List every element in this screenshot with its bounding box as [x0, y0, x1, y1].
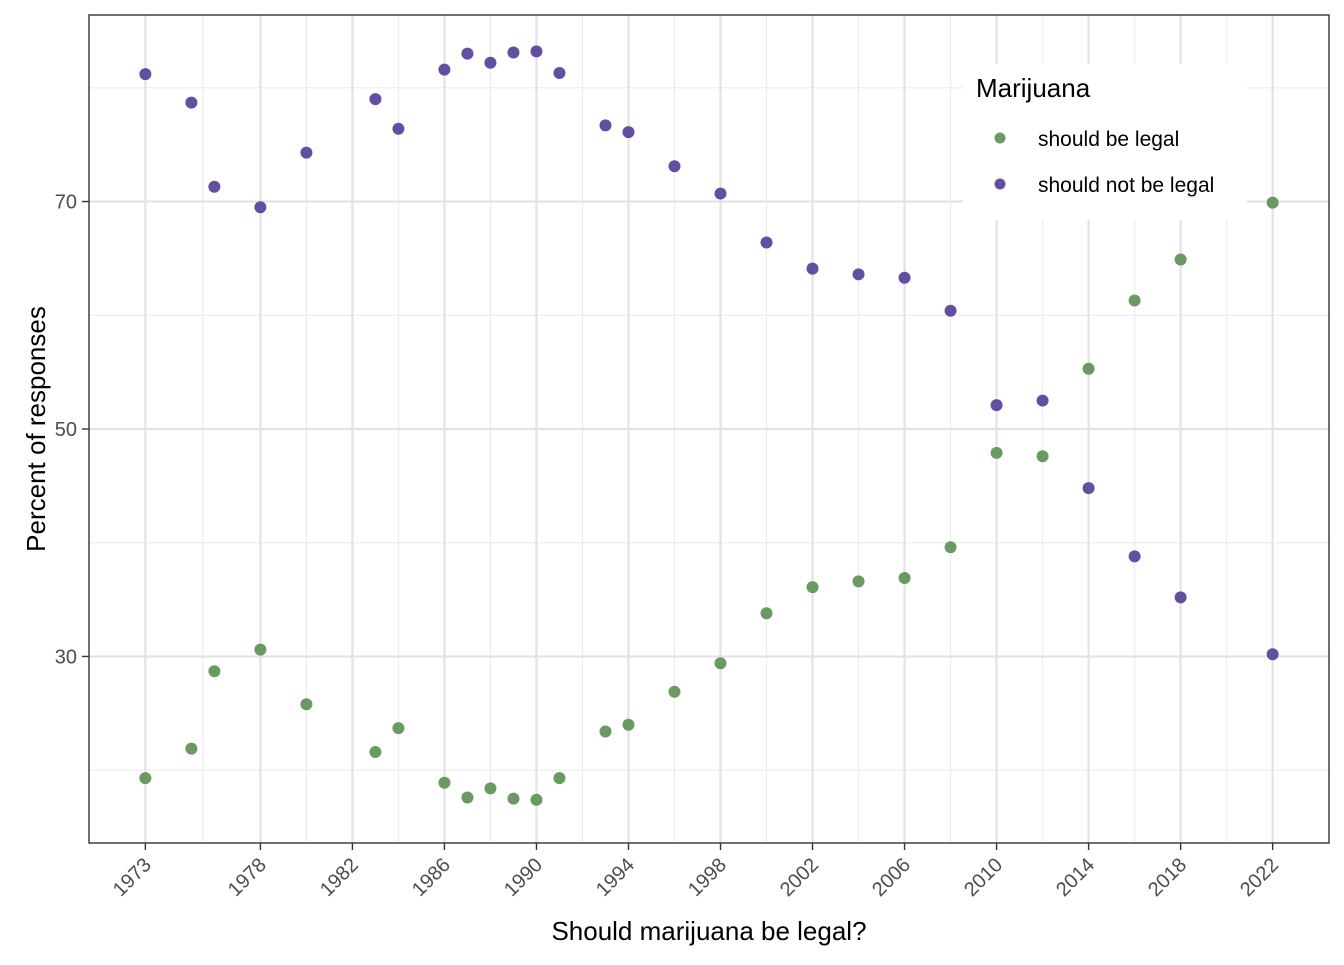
legal-point	[1036, 450, 1049, 463]
not-legal-point	[1082, 482, 1095, 495]
not-legal-point	[208, 180, 221, 193]
not-legal-point	[599, 119, 612, 132]
legal-point	[599, 725, 612, 738]
legend-background	[963, 64, 1247, 220]
not-legal-point	[668, 160, 681, 173]
legal-point	[944, 541, 957, 554]
legal-point	[208, 665, 221, 678]
not-legal-point	[1174, 591, 1187, 604]
legal-point	[668, 685, 681, 698]
legal-point	[806, 581, 819, 594]
legal-point	[438, 776, 451, 789]
legal-point	[139, 772, 152, 785]
legal-point	[553, 772, 566, 785]
not-legal-point	[553, 67, 566, 80]
legal-point	[898, 571, 911, 584]
legal-point	[392, 722, 405, 735]
not-legal-point	[392, 122, 405, 135]
not-legal-point	[254, 201, 267, 214]
not-legal-point	[760, 236, 773, 249]
not-legal-point	[461, 47, 474, 60]
x-axis-title: Should marijuana be legal?	[551, 916, 866, 946]
not-legal-point	[530, 45, 543, 58]
not-legal-point	[1128, 550, 1141, 563]
legal-point	[369, 746, 382, 759]
data-points	[139, 45, 1279, 806]
y-axis-title: Percent of responses	[21, 306, 51, 552]
legal-point	[507, 792, 520, 805]
legend-label-not-legal: should not be legal	[1038, 174, 1214, 197]
not-legal-point	[622, 126, 635, 139]
not-legal-point	[438, 63, 451, 76]
legend: Marijuana should be legal should not be l…	[963, 64, 1247, 220]
legal-point	[852, 575, 865, 588]
gridlines	[89, 15, 1329, 843]
legal-point	[530, 793, 543, 806]
legal-point	[622, 718, 635, 731]
y-tick-label: 50	[55, 419, 77, 441]
not-legal-point	[898, 271, 911, 284]
not-legal-point	[1036, 394, 1049, 407]
legal-point	[300, 698, 313, 711]
y-tick-label: 30	[55, 646, 77, 668]
legal-point	[714, 657, 727, 670]
legal-point	[461, 791, 474, 804]
not-legal-point	[300, 146, 313, 159]
not-legal-point	[484, 56, 497, 69]
not-legal-point	[369, 93, 382, 106]
not-legal-point	[944, 304, 957, 317]
legal-point	[990, 446, 1003, 459]
not-legal-point	[806, 262, 819, 275]
legal-point	[484, 782, 497, 795]
not-legal-point	[139, 68, 152, 81]
not-legal-point	[185, 96, 198, 109]
legend-title: Marijuana	[976, 73, 1091, 103]
legal-point	[185, 742, 198, 755]
legal-point	[760, 607, 773, 620]
not-legal-point	[990, 399, 1003, 412]
not-legal-point	[852, 268, 865, 281]
legal-point	[1082, 362, 1095, 375]
legend-key-not-legal	[994, 178, 1006, 190]
legal-point	[1128, 294, 1141, 307]
not-legal-point	[1266, 648, 1279, 661]
legend-key-legal	[994, 132, 1006, 144]
not-legal-point	[714, 187, 727, 200]
y-tick-label: 70	[55, 192, 77, 214]
legend-label-legal: should be legal	[1038, 128, 1179, 151]
not-legal-point	[507, 46, 520, 59]
legal-point	[254, 643, 267, 656]
legal-point	[1174, 253, 1187, 266]
legal-point	[1266, 196, 1279, 209]
